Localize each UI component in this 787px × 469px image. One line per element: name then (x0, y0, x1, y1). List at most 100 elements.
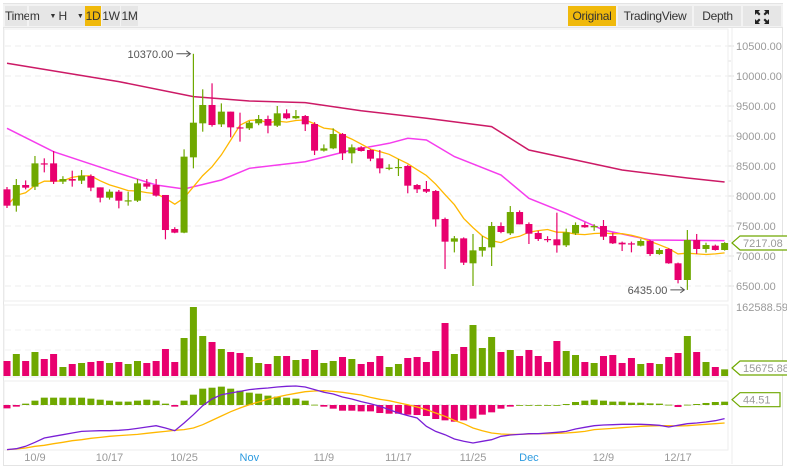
volume-bar (255, 362, 263, 376)
macd-histogram-bar (497, 405, 505, 409)
candle-down (609, 236, 617, 244)
macd-histogram-bar (348, 405, 356, 411)
macd-histogram-bar (627, 402, 635, 405)
volume-bar (394, 364, 402, 376)
hour-interval-dropdown[interactable]: H ▼ (57, 6, 85, 26)
candle-up (273, 113, 281, 126)
candle-down (553, 239, 561, 246)
macd-histogram-bar (301, 400, 309, 405)
expand-arrows-icon (755, 9, 769, 24)
macd-histogram-bar (236, 390, 244, 405)
candle-down (22, 185, 30, 188)
volume-bar (525, 350, 533, 376)
macd-histogram-bar (609, 401, 617, 405)
macd-histogram-bar (441, 405, 449, 421)
candle-down (646, 241, 654, 255)
candle-down (68, 179, 76, 181)
volume-bar (12, 353, 20, 376)
volume-bar (357, 364, 365, 376)
interval-1m-label: 1M (121, 9, 138, 23)
macd-histogram-bar (339, 405, 347, 411)
interval-1w-button[interactable]: 1W (102, 6, 120, 26)
volume-bar (534, 356, 542, 376)
volume-bar (236, 353, 244, 376)
price-tick-label: 9000.00 (736, 131, 776, 143)
price-tick-label: 6500.00 (736, 281, 776, 293)
volume-bar (637, 364, 645, 376)
candle-down (581, 224, 589, 228)
candle-down (376, 158, 384, 169)
price-tick-label: 10500.00 (736, 41, 782, 53)
candle-down (441, 218, 449, 242)
volume-bar (581, 362, 589, 376)
candle-up (78, 175, 86, 181)
volume-bar (22, 361, 30, 376)
time-button[interactable]: Time (5, 6, 30, 26)
volume-bar (413, 356, 421, 376)
volume-bar (31, 352, 39, 376)
candle-down (534, 233, 542, 240)
time-tick-label: Dec (519, 452, 539, 464)
tradingview-tab[interactable]: TradingView (618, 6, 692, 26)
price-axis: 6500.00 7000.00 7500.00 8000.00 8500.00 9000.… (731, 41, 787, 408)
candle-up (31, 163, 39, 187)
price-tick-label: 7000.00 (736, 251, 776, 263)
volume-bar (87, 362, 95, 376)
macd-histogram-bar (572, 402, 580, 405)
candle-up (702, 245, 710, 249)
volume-bar (646, 362, 654, 376)
ma-long-line (6, 62, 725, 183)
candle-up (637, 241, 645, 246)
candle-down (236, 127, 244, 129)
candle-down (516, 212, 524, 225)
price-tick-label: 8500.00 (736, 161, 776, 173)
volume-bar (506, 350, 514, 376)
candle-up (562, 232, 570, 246)
minute-interval-dropdown[interactable]: m ▼ (29, 6, 57, 26)
volume-bar (217, 349, 225, 376)
depth-tab[interactable]: Depth (694, 6, 741, 26)
candle-up (683, 239, 691, 280)
volume-bar (208, 342, 216, 376)
original-view-tab[interactable]: Original (568, 6, 616, 26)
candle-down (87, 176, 95, 188)
interval-1m-button[interactable]: 1M (121, 6, 138, 26)
volume-bar (516, 356, 524, 376)
interval-1w-label: 1W (102, 9, 120, 23)
candle-down (674, 263, 682, 280)
candle-down (264, 119, 272, 126)
volume-bar (432, 350, 440, 376)
macd-histogram-bar (133, 400, 141, 405)
macd-dea-line (6, 390, 725, 451)
volume-bar (348, 359, 356, 376)
volume-panel-border (3, 304, 729, 378)
candle-up (59, 179, 67, 182)
macd-histogram-bar (292, 398, 300, 405)
macd-panel (3, 385, 729, 451)
volume-bar (441, 322, 449, 376)
macd-panel-border (3, 380, 729, 451)
candle-up (348, 147, 356, 154)
macd-histogram-bar (618, 401, 626, 405)
candle-up (394, 167, 402, 169)
volume-bar (133, 361, 141, 376)
macd-histogram-bar (68, 397, 76, 405)
candle-down (161, 194, 169, 231)
time-axis: 10/9 10/17 10/25 Nov 11/9 11/17 11/25 Dec 12/9 12… (24, 452, 692, 464)
time-tick-label: 11/9 (314, 452, 335, 464)
volume-bar (488, 336, 496, 376)
volume-bar (609, 354, 617, 376)
candle-up (329, 134, 337, 149)
fullscreen-button[interactable] (743, 6, 781, 26)
high-price-annotation: 10370.00 (128, 49, 174, 61)
volume-bar (50, 353, 58, 376)
macd-histogram-bar (702, 402, 710, 405)
volume-bar (721, 369, 729, 376)
macd-histogram-bar (376, 405, 384, 414)
macd-histogram-bar (78, 397, 86, 405)
volume-bar (143, 362, 151, 376)
interval-1d-button[interactable]: 1D (85, 6, 101, 26)
candle-down (301, 116, 309, 125)
candle-down (497, 226, 505, 232)
